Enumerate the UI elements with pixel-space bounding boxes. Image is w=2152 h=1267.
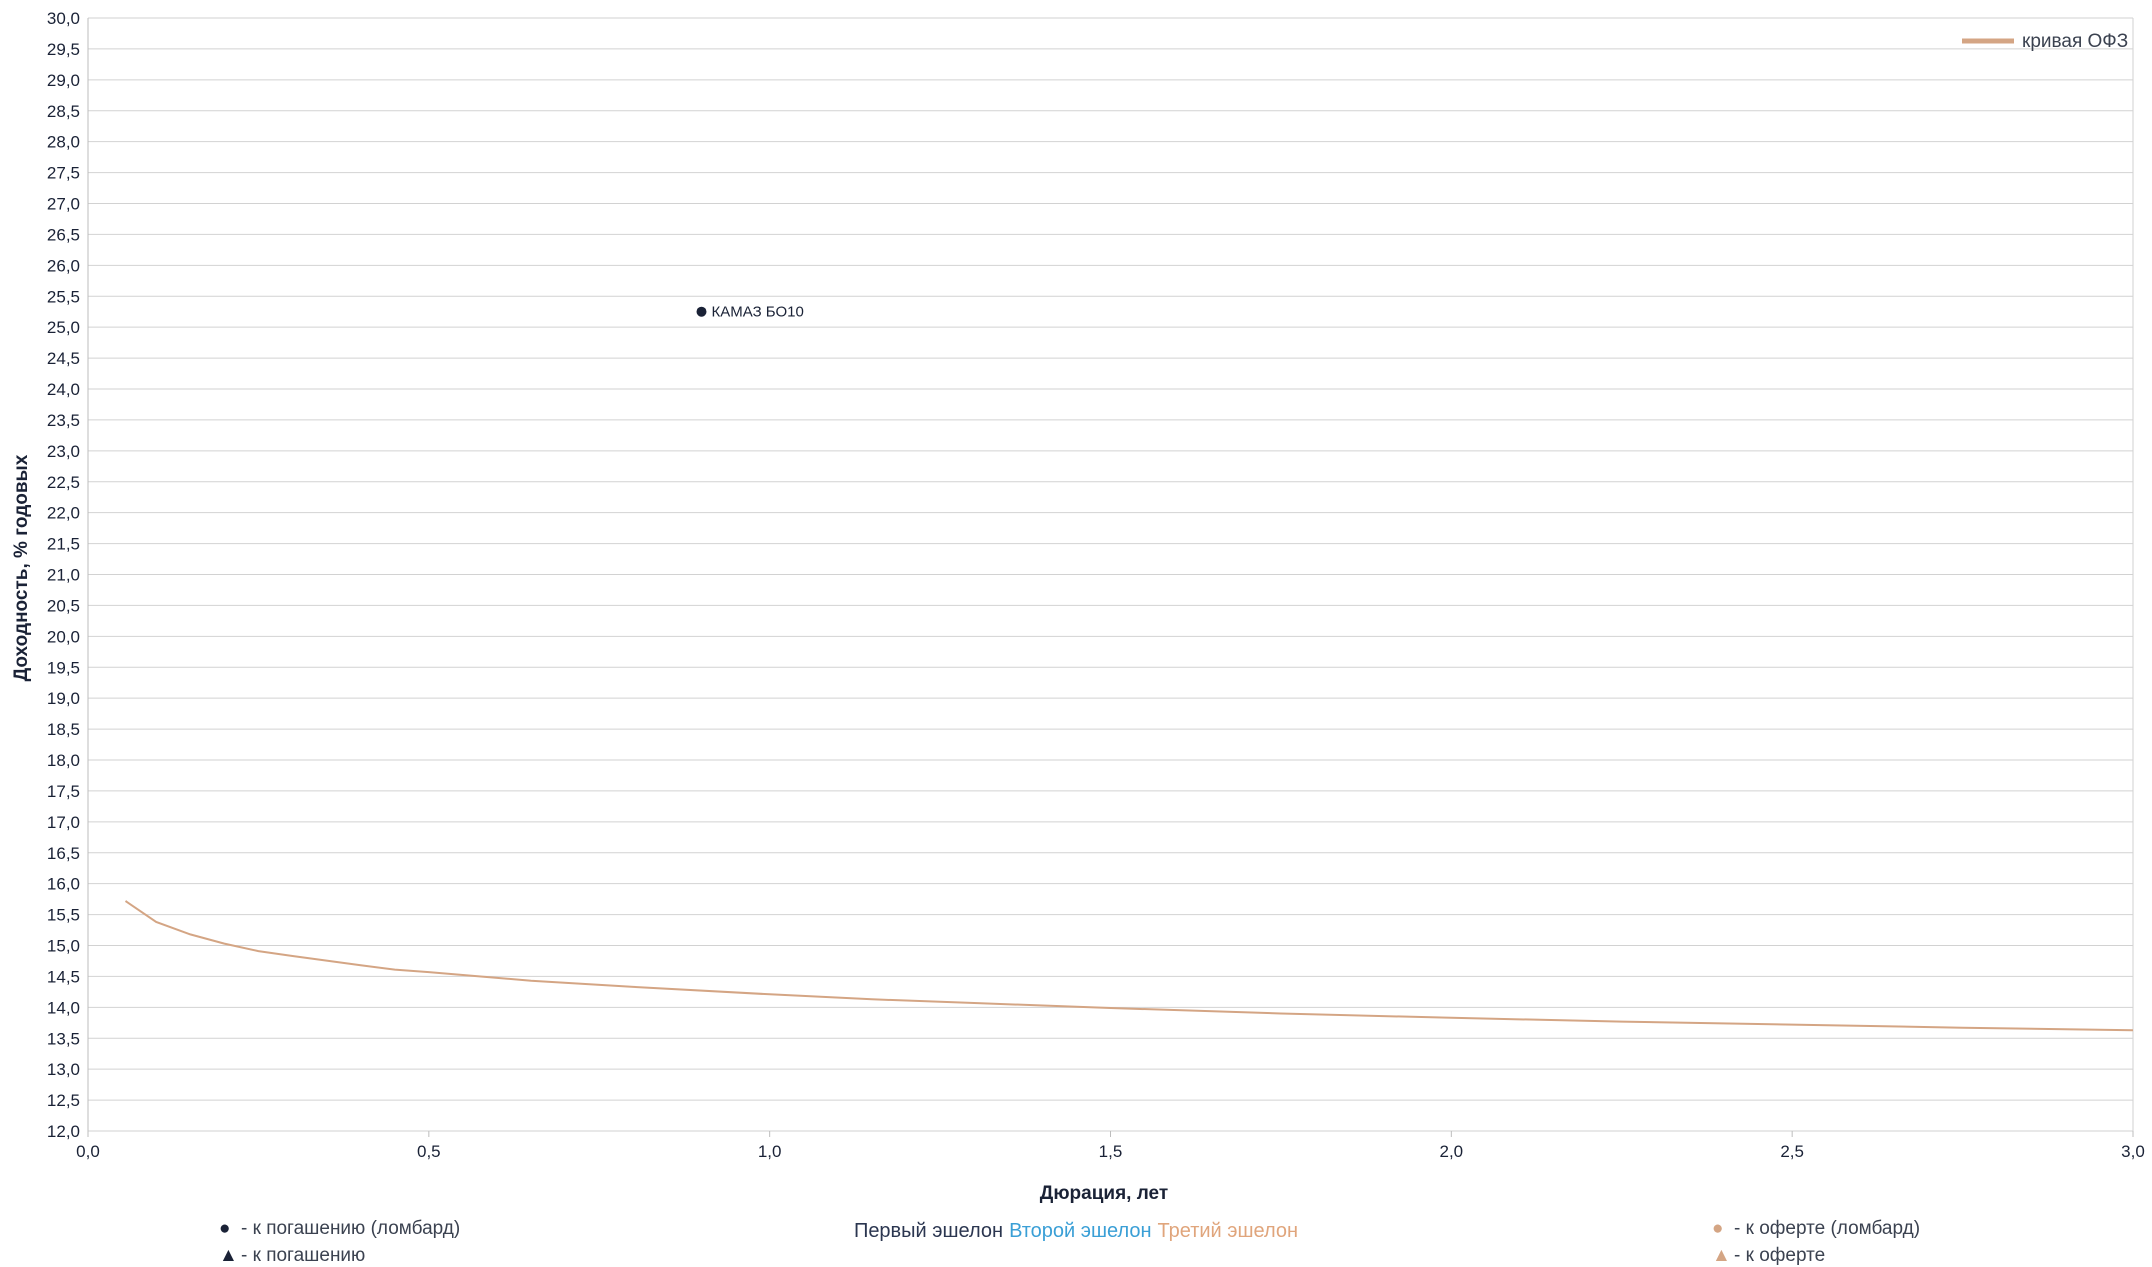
y-tick-label: 16,0 [47, 875, 80, 894]
x-axis-title: Дюрация, лет [1040, 1183, 1168, 1204]
y-tick-label: 15,5 [47, 906, 80, 925]
legend-label-ofz: кривая ОФЗ [2022, 31, 2128, 52]
circle-marker-icon: ● [219, 1218, 231, 1239]
y-tick-label: 13,0 [47, 1060, 80, 1079]
y-tick-label: 21,5 [47, 535, 80, 554]
bond-point-label: КАМАЗ БО10 [712, 304, 804, 321]
echelon-legend: Первый эшелон Второй эшелон Третий эшелон [0, 1220, 2152, 1243]
echelon-third: Третий эшелон [1157, 1220, 1299, 1242]
y-tick-label: 18,0 [47, 751, 80, 770]
circle-marker-icon: ● [1712, 1218, 1724, 1239]
y-tick-label: 12,5 [47, 1091, 80, 1110]
y-tick-label: 27,0 [47, 195, 80, 214]
key-label: - к оферте (ломбард) [1734, 1218, 1921, 1239]
y-tick-label: 16,5 [47, 844, 80, 863]
y-tick-label: 22,0 [47, 504, 80, 523]
key-offer-lombard: ● - к оферте (ломбард) [1712, 1218, 1920, 1240]
y-tick-label: 21,0 [47, 566, 80, 585]
series-layer: КАМАЗ БО10 [124, 304, 2134, 1032]
y-tick-label: 19,0 [47, 689, 80, 708]
y-tick-label: 17,5 [47, 782, 80, 801]
x-tick-labels: 0,0 0,5 1,0 1,5 2,0 2,5 3,0 [76, 1142, 2145, 1161]
y-tick-label: 15,0 [47, 937, 80, 956]
legend: кривая ОФЗ [1962, 31, 2128, 52]
key-offer: ▲ - к оферте [1712, 1245, 1825, 1267]
y-tick-label: 19,5 [47, 658, 80, 677]
y-tick-label: 26,0 [47, 256, 80, 275]
y-tick-label: 23,5 [47, 411, 80, 430]
y-tick-label: 28,5 [47, 102, 80, 121]
echelon-second: Второй эшелон [1009, 1220, 1152, 1242]
key-label: - к погашению (ломбард) [241, 1218, 461, 1239]
key-label: - к погашению [241, 1245, 366, 1266]
y-tick-label: 17,0 [47, 813, 80, 832]
x-tick-label: 2,5 [1780, 1142, 1804, 1161]
y-axis-title: Доходность, % годовых [11, 454, 32, 681]
x-tick-label: 1,5 [1099, 1142, 1123, 1161]
y-tick-label: 25,0 [47, 318, 80, 337]
y-tick-label: 25,5 [47, 287, 80, 306]
y-tick-label: 24,5 [47, 349, 80, 368]
x-tick-label: 1,0 [758, 1142, 782, 1161]
y-tick-label: 29,0 [47, 71, 80, 90]
x-tick-label: 0,5 [417, 1142, 441, 1161]
y-tick-label: 14,0 [47, 998, 80, 1017]
y-tick-label: 29,5 [47, 40, 80, 59]
gridlines [87, 17, 2134, 1137]
y-tick-label: 28,0 [47, 133, 80, 152]
ofz-curve-line [124, 900, 2134, 1032]
y-tick-labels: 12,0 12,5 13,0 13,5 14,0 14,5 15,0 15,5 16,0 16,5… [47, 9, 80, 1141]
y-tick-label: 13,5 [47, 1029, 80, 1048]
y-tick-label: 26,5 [47, 225, 80, 244]
y-tick-label: 27,5 [47, 164, 80, 183]
x-tick-label: 0,0 [76, 1142, 100, 1161]
y-tick-label: 24,0 [47, 380, 80, 399]
x-tick-label: 3,0 [2121, 1142, 2145, 1161]
triangle-marker-icon: ▲ [219, 1245, 238, 1266]
key-maturity-lombard: ● - к погашению (ломбард) [219, 1218, 460, 1240]
key-maturity: ▲ - к погашению [219, 1245, 365, 1267]
y-tick-label: 22,5 [47, 473, 80, 492]
y-tick-label: 23,0 [47, 442, 80, 461]
echelon-first: Первый эшелон [853, 1220, 1004, 1242]
y-tick-label: 18,5 [47, 720, 80, 739]
key-label: - к оферте [1734, 1245, 1826, 1266]
triangle-marker-icon: ▲ [1712, 1245, 1731, 1266]
bond-point [696, 306, 707, 317]
y-tick-label: 20,0 [47, 627, 80, 646]
y-tick-label: 20,5 [47, 596, 80, 615]
y-tick-label: 12,0 [47, 1122, 80, 1141]
y-tick-label: 14,5 [47, 967, 80, 986]
y-tick-label: 30,0 [47, 9, 80, 28]
x-tick-label: 2,0 [1440, 1142, 1464, 1161]
